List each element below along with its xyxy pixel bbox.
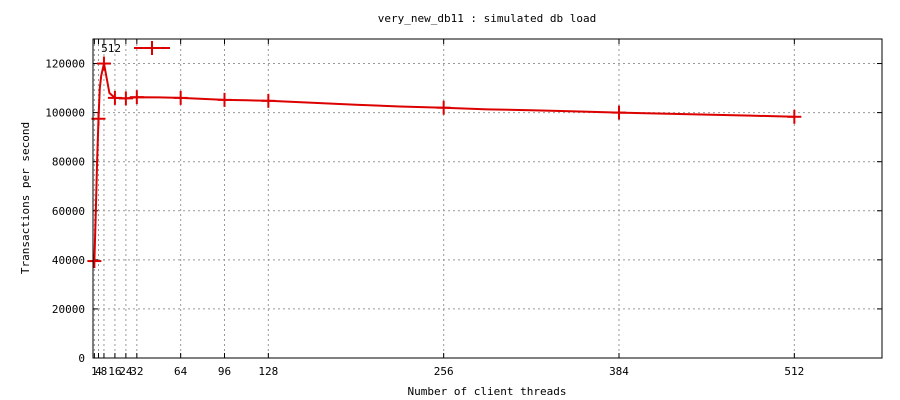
y-axis-label: Transactions per second xyxy=(19,122,32,274)
data-point xyxy=(87,254,102,269)
data-point xyxy=(129,90,144,105)
grid xyxy=(93,39,882,358)
y-tick-label: 0 xyxy=(78,352,85,365)
data-point xyxy=(118,91,133,106)
data-point xyxy=(787,109,802,124)
x-tick-label: 256 xyxy=(434,365,454,378)
x-tick-label: 8 xyxy=(101,365,108,378)
series-layer xyxy=(87,56,802,269)
x-tick-label: 64 xyxy=(174,365,188,378)
x-tick-label: 384 xyxy=(609,365,629,378)
x-tick-label: 16 xyxy=(108,365,121,378)
axis-ticks: 0 20000 40000 60000 80000 100000 120000 148 1624… xyxy=(45,39,882,378)
data-point xyxy=(173,90,188,105)
y-tick-label: 20000 xyxy=(52,303,85,316)
y-tick-label: 120000 xyxy=(45,58,85,71)
data-point xyxy=(217,92,232,107)
x-tick-label: 128 xyxy=(258,365,278,378)
x-tick-label: 1 xyxy=(91,365,98,378)
y-tick-label: 60000 xyxy=(52,205,85,218)
x-tick-label: 4 xyxy=(95,365,102,378)
x-tick-label: 24 xyxy=(119,365,133,378)
x-tick-label: 32 xyxy=(130,365,143,378)
data-point xyxy=(91,111,106,126)
x-axis-label: Number of client threads xyxy=(408,385,567,398)
x-tick-label: 96 xyxy=(218,365,231,378)
series-line xyxy=(93,62,795,262)
data-point xyxy=(612,105,626,120)
legend: 512 xyxy=(101,41,170,55)
y-tick-label: 80000 xyxy=(52,156,85,169)
data-point xyxy=(96,56,111,71)
chart-title: very_new_db11 : simulated db load xyxy=(378,12,597,25)
x-tick-label: 512 xyxy=(784,365,804,378)
y-tick-label: 40000 xyxy=(52,254,85,267)
data-point xyxy=(261,93,276,108)
plot-frame xyxy=(92,38,883,359)
data-point xyxy=(436,100,451,115)
legend-label: 512 xyxy=(101,42,121,55)
y-tick-label: 100000 xyxy=(45,107,85,120)
